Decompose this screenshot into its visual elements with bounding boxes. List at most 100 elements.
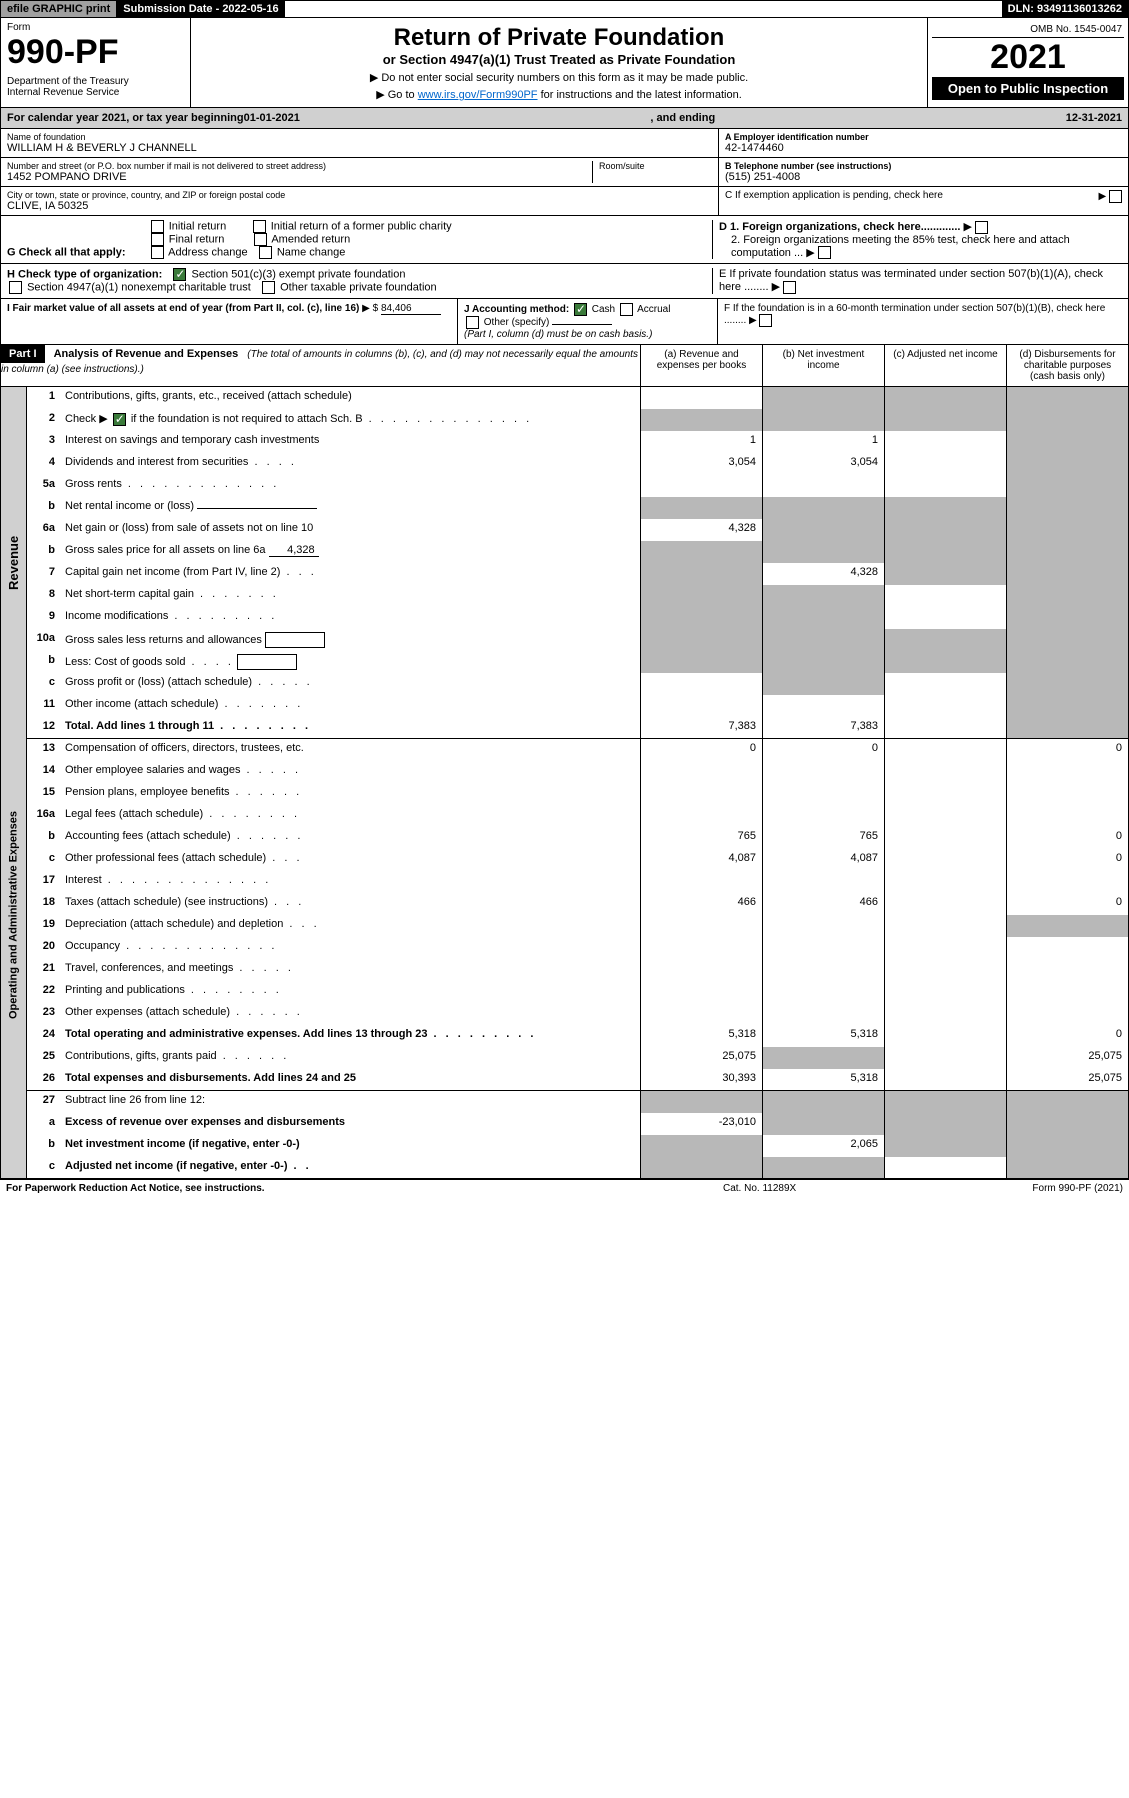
city-label: City or town, state or province, country… <box>7 190 712 200</box>
form-number: 990-PF <box>7 33 184 72</box>
line-3: 3Interest on savings and temporary cash … <box>26 431 1129 453</box>
instruction-1: ▶ Do not enter social security numbers o… <box>197 71 921 84</box>
checkbox-checked-icon[interactable] <box>574 303 587 316</box>
form-label: Form <box>7 22 184 33</box>
department: Department of the TreasuryInternal Reven… <box>7 76 184 98</box>
flag-icon[interactable] <box>759 314 772 327</box>
revenue-side-label: Revenue <box>0 387 26 739</box>
calendar-year-row: For calendar year 2021, or tax year begi… <box>0 108 1129 129</box>
j-note: (Part I, column (d) must be on cash basi… <box>464 329 652 340</box>
checkbox-icon[interactable] <box>151 246 164 259</box>
part1-title: Analysis of Revenue and Expenses <box>48 348 239 360</box>
line-6b: bGross sales price for all assets on lin… <box>26 541 1129 563</box>
top-bar: efile GRAPHIC print Submission Date - 20… <box>0 0 1129 18</box>
form-title: Return of Private Foundation <box>197 24 921 52</box>
line-13: 13Compensation of officers, directors, t… <box>26 739 1129 761</box>
g-label: G Check all that apply: <box>7 246 126 258</box>
line-5a: 5aGross rents . . . . . . . . . . . . . <box>26 475 1129 497</box>
line-24: 24Total operating and administrative exp… <box>26 1025 1129 1047</box>
line-14: 14Other employee salaries and wages . . … <box>26 761 1129 783</box>
f-label: F If the foundation is in a 60-month ter… <box>724 303 1105 326</box>
line-19: 19Depreciation (attach schedule) and dep… <box>26 915 1129 937</box>
col-c-header: (c) Adjusted net income <box>884 345 1006 386</box>
form-reference: Form 990-PF (2021) <box>923 1183 1123 1194</box>
omb-number: OMB No. 1545-0047 <box>932 22 1124 38</box>
line-16c: cOther professional fees (attach schedul… <box>26 849 1129 871</box>
room-label: Room/suite <box>599 161 712 171</box>
line-1: 1Contributions, gifts, grants, etc., rec… <box>26 387 1129 409</box>
checkbox-icon[interactable] <box>9 281 22 294</box>
line-12: 12Total. Add lines 1 through 11 . . . . … <box>26 717 1129 739</box>
checkbox-icon[interactable] <box>466 316 479 329</box>
street-address: 1452 POMPANO DRIVE <box>7 171 592 183</box>
col-a-header: (a) Revenue and expenses per books <box>640 345 762 386</box>
line-22: 22Printing and publications . . . . . . … <box>26 981 1129 1003</box>
foundation-name: WILLIAM H & BEVERLY J CHANNELL <box>7 142 712 154</box>
section-g: G Check all that apply: Initial return I… <box>0 216 1129 264</box>
efile-button[interactable]: efile GRAPHIC print <box>1 1 117 17</box>
i-label: I Fair market value of all assets at end… <box>7 303 359 314</box>
checkbox-icon[interactable] <box>253 220 266 233</box>
checkbox-checked-icon[interactable] <box>173 268 186 281</box>
j-label: J Accounting method: <box>464 304 569 315</box>
e-label: E If private foundation status was termi… <box>719 268 1103 293</box>
ein-label: A Employer identification number <box>725 132 1122 142</box>
line-21: 21Travel, conferences, and meetings . . … <box>26 959 1129 981</box>
phone-label: B Telephone number (see instructions) <box>725 161 1122 171</box>
flag-icon[interactable] <box>783 281 796 294</box>
line-5b: bNet rental income or (loss) <box>26 497 1129 519</box>
entity-info: Name of foundation WILLIAM H & BEVERLY J… <box>0 129 1129 216</box>
line-18: 18Taxes (attach schedule) (see instructi… <box>26 893 1129 915</box>
ein-value: 42-1474460 <box>725 142 1122 154</box>
form-header: Form 990-PF Department of the TreasuryIn… <box>0 18 1129 108</box>
h-label: H Check type of organization: <box>7 269 162 281</box>
checkbox-icon[interactable] <box>151 233 164 246</box>
dln-number: DLN: 93491136013262 <box>1002 1 1128 17</box>
col-b-header: (b) Net investment income <box>762 345 884 386</box>
checkbox-icon[interactable] <box>259 246 272 259</box>
expenses-side-label: Operating and Administrative Expenses <box>0 739 26 1091</box>
checkbox-icon[interactable] <box>620 303 633 316</box>
d2-label: 2. Foreign organizations meeting the 85%… <box>731 234 1070 259</box>
line-15: 15Pension plans, employee benefits . . .… <box>26 783 1129 805</box>
col-d-header: (d) Disbursements for charitable purpose… <box>1006 345 1128 386</box>
irs-link[interactable]: www.irs.gov/Form990PF <box>418 89 538 101</box>
open-public-badge: Open to Public Inspection <box>932 77 1124 100</box>
street-label: Number and street (or P.O. box number if… <box>7 161 592 171</box>
line-27b: bNet investment income (if negative, ent… <box>0 1135 1129 1157</box>
line-10b: bLess: Cost of goods sold . . . . <box>26 651 1129 673</box>
line-27: 27Subtract line 26 from line 12: <box>0 1091 1129 1113</box>
instruction-2: ▶ Go to www.irs.gov/Form990PF for instru… <box>197 88 921 101</box>
flag-icon[interactable] <box>975 221 988 234</box>
tax-year: 2021 <box>932 38 1124 77</box>
line-17: 17Interest . . . . . . . . . . . . . . <box>26 871 1129 893</box>
line-6a: 6aNet gain or (loss) from sale of assets… <box>26 519 1129 541</box>
checkbox-icon[interactable] <box>262 281 275 294</box>
line-7: 7Capital gain net income (from Part IV, … <box>26 563 1129 585</box>
line-27a: aExcess of revenue over expenses and dis… <box>0 1113 1129 1135</box>
line-10a: 10aGross sales less returns and allowanc… <box>26 629 1129 651</box>
checkbox-checked-icon[interactable] <box>113 413 126 426</box>
catalog-number: Cat. No. 11289X <box>723 1183 923 1194</box>
checkbox-icon[interactable] <box>254 233 267 246</box>
line-16b: bAccounting fees (attach schedule) . . .… <box>26 827 1129 849</box>
line-8: 8Net short-term capital gain . . . . . .… <box>26 585 1129 607</box>
page-footer: For Paperwork Reduction Act Notice, see … <box>0 1179 1129 1197</box>
checkbox-icon[interactable] <box>151 220 164 233</box>
city-state-zip: CLIVE, IA 50325 <box>7 200 712 212</box>
i-value: 84,406 <box>381 303 441 315</box>
line-25: 25Contributions, gifts, grants paid . . … <box>26 1047 1129 1069</box>
line-27c: cAdjusted net income (if negative, enter… <box>0 1157 1129 1179</box>
flag-icon[interactable] <box>818 246 831 259</box>
section-h: H Check type of organization: Section 50… <box>0 264 1129 299</box>
form-subtitle: or Section 4947(a)(1) Trust Treated as P… <box>197 52 921 67</box>
flag-icon[interactable] <box>1109 190 1122 203</box>
line-26: 26Total expenses and disbursements. Add … <box>26 1069 1129 1091</box>
line-20: 20Occupancy . . . . . . . . . . . . . <box>26 937 1129 959</box>
line-11: 11Other income (attach schedule) . . . .… <box>26 695 1129 717</box>
line-9: 9Income modifications . . . . . . . . . <box>26 607 1129 629</box>
phone-value: (515) 251-4008 <box>725 171 1122 183</box>
section-ij: I Fair market value of all assets at end… <box>0 299 1129 345</box>
line-23: 23Other expenses (attach schedule) . . .… <box>26 1003 1129 1025</box>
line-4: 4Dividends and interest from securities … <box>26 453 1129 475</box>
